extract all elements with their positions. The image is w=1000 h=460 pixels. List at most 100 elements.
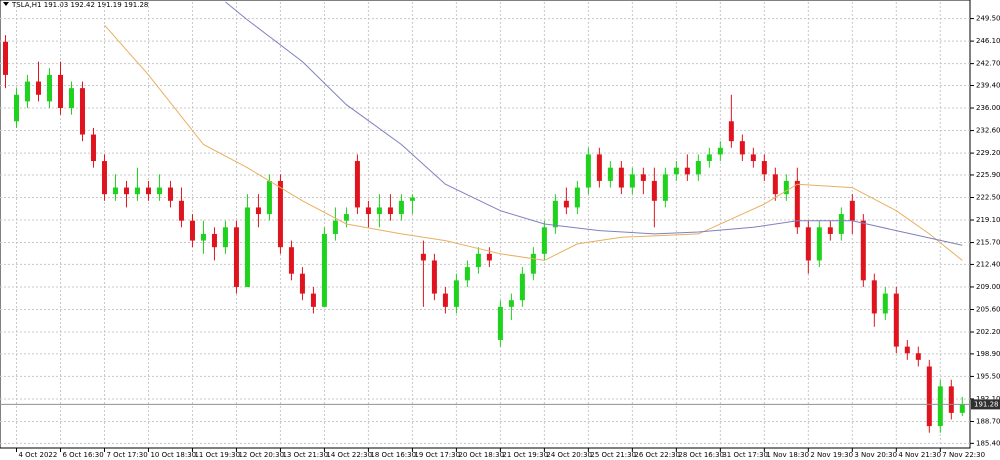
y-tick-label: 215.70 — [976, 239, 1000, 247]
chart-title: TSLA,H1 191.03 192.42 191.19 191.28 — [11, 1, 148, 9]
candle-body — [464, 267, 470, 281]
y-tick-label: 242.70 — [976, 60, 1000, 68]
candle-body — [497, 306, 503, 340]
candle-body — [629, 174, 635, 188]
candle-body — [321, 233, 327, 307]
candle-body — [68, 88, 74, 109]
x-tick-label: 13 Oct 21:30 — [282, 451, 328, 459]
candle-body — [926, 366, 932, 427]
candle-body — [101, 161, 107, 195]
candle-body — [299, 273, 305, 294]
candle-body — [640, 174, 646, 181]
candle-body — [893, 293, 899, 347]
y-tick-label: 249.50 — [976, 15, 1000, 23]
x-tick-label: 3 Nov 20:30 — [854, 451, 897, 459]
candle-body — [123, 187, 129, 195]
x-tick-label: 2 Nov 19:30 — [810, 451, 853, 459]
candle-body — [574, 187, 580, 208]
candle-body — [882, 293, 888, 314]
candle-body — [134, 187, 140, 195]
candle-body — [838, 214, 844, 234]
candle-body — [156, 187, 162, 195]
candle-body — [46, 74, 52, 102]
candle-body — [695, 161, 701, 175]
y-tick-label: 222.50 — [976, 193, 1000, 201]
candle-body — [827, 227, 833, 234]
candle-body — [915, 353, 921, 360]
x-tick-label: 24 Oct 20:30 — [546, 451, 592, 459]
y-tick-label: 209.00 — [976, 283, 1000, 291]
moving-average — [104, 24, 963, 261]
candle-body — [420, 253, 426, 261]
candle-body — [519, 273, 525, 301]
y-tick-label: 205.60 — [976, 305, 1000, 313]
candle-body — [937, 386, 943, 427]
candle-body — [387, 207, 393, 215]
candle-body — [57, 74, 63, 109]
y-tick-label: 185.40 — [976, 439, 1000, 447]
y-tick-label: 219.10 — [976, 216, 1000, 224]
y-tick-label: 229.20 — [976, 149, 1000, 157]
candle-body — [453, 280, 459, 307]
last-price-box — [971, 399, 1000, 410]
x-tick-label: 4 Oct 2022 — [18, 451, 57, 459]
x-tick-label: 19 Oct 17:30 — [414, 451, 460, 459]
y-tick-label: 192.10 — [976, 395, 1000, 403]
candle-body — [717, 147, 723, 155]
title-arrow — [3, 2, 9, 6]
x-tick-label: 20 Oct 18:30 — [458, 451, 504, 459]
x-tick-label: 4 Nov 21:30 — [898, 451, 941, 459]
candle-body — [343, 214, 349, 221]
y-tick-label: 236.00 — [976, 104, 1000, 112]
candle-body — [706, 154, 712, 162]
candle-body — [871, 280, 877, 314]
x-tick-label: 26 Oct 22:30 — [634, 451, 680, 459]
grid — [0, 2, 970, 446]
candle-body — [805, 227, 811, 261]
candle-body — [13, 94, 19, 122]
candle-body — [145, 187, 151, 195]
candle-body — [376, 207, 382, 215]
x-tick-label: 6 Oct 16:30 — [62, 451, 103, 459]
y-tick-label: 239.40 — [976, 81, 1000, 89]
candle-body — [761, 161, 767, 175]
y-tick-label: 225.90 — [976, 171, 1000, 179]
candle-body — [277, 180, 283, 248]
y-tick-label: 246.10 — [976, 37, 1000, 45]
candle-body — [607, 167, 613, 181]
candle-body — [728, 121, 734, 142]
y-tick-label: 232.60 — [976, 127, 1000, 135]
candle-body — [816, 227, 822, 261]
candle-body — [849, 200, 855, 221]
candle-body — [200, 233, 206, 241]
candle-body — [79, 88, 85, 135]
candle-body — [508, 300, 514, 307]
candle-body — [167, 187, 173, 201]
candle-body — [684, 167, 690, 175]
candle-body — [112, 187, 118, 195]
candle-body — [255, 207, 261, 215]
x-tick-label: 18 Oct 16:30 — [370, 451, 416, 459]
x-tick-label: 21 Oct 19:30 — [502, 451, 548, 459]
candle-body — [2, 41, 8, 75]
x-tick-label: 14 Oct 22:30 — [326, 451, 372, 459]
candle-body — [442, 293, 448, 307]
candle-body — [585, 154, 591, 188]
y-tick-label: 188.70 — [976, 417, 1000, 425]
y-tick-label: 198.90 — [976, 350, 1000, 358]
x-tick-label: 7 Oct 17:30 — [106, 451, 147, 459]
candle-body — [530, 253, 536, 274]
candle-body — [783, 180, 789, 195]
x-tick-label: 7 Nov 22:30 — [942, 451, 985, 459]
candle-body — [310, 293, 316, 307]
candle-body — [475, 253, 481, 268]
candle-body — [486, 253, 492, 261]
moving-average — [225, 1, 963, 246]
candle-body — [618, 167, 624, 188]
candle-body — [959, 404, 965, 413]
candle-body — [772, 174, 778, 195]
candle-body — [266, 180, 272, 215]
candle-body — [651, 180, 657, 201]
candle-body — [24, 81, 30, 102]
